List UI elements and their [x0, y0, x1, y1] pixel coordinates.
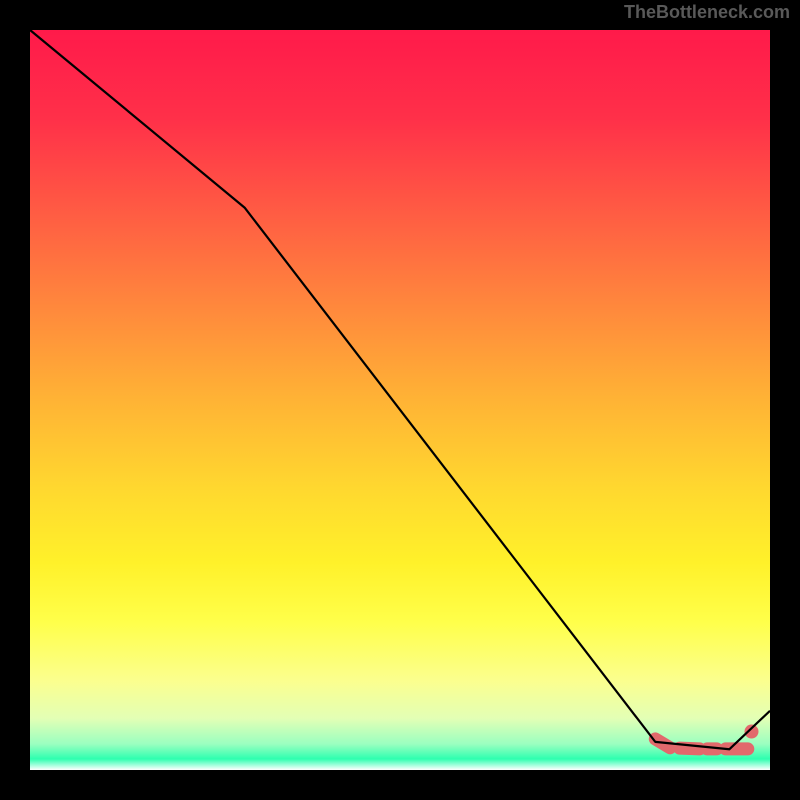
chart-container: TheBottleneck.com [0, 0, 800, 800]
plot-background [30, 30, 770, 770]
bottleneck-chart [0, 0, 800, 800]
attribution-text: TheBottleneck.com [624, 2, 790, 23]
highlight-segment [680, 748, 700, 749]
